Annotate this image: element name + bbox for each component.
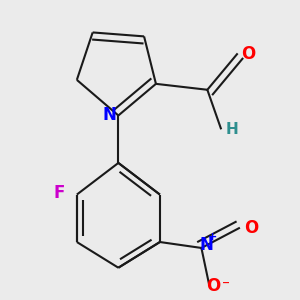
Text: O: O — [241, 45, 255, 63]
Text: O: O — [244, 219, 259, 237]
Text: F: F — [53, 184, 65, 202]
Text: O: O — [206, 277, 220, 295]
Text: H: H — [226, 122, 239, 137]
Text: ⁻: ⁻ — [222, 279, 230, 294]
Text: +: + — [208, 232, 217, 242]
Text: N: N — [199, 236, 213, 254]
Text: N: N — [103, 106, 117, 124]
